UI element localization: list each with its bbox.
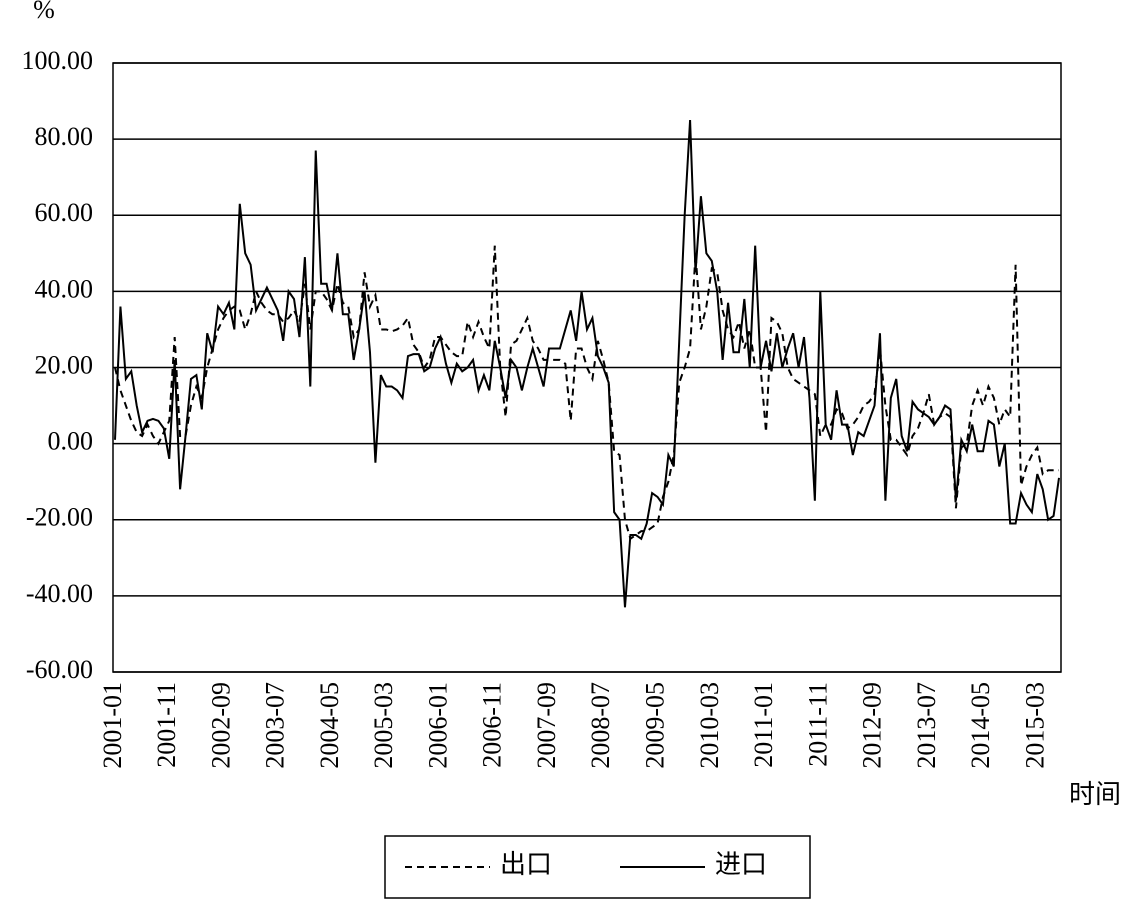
y-tick-label: 100.00	[22, 46, 94, 75]
y-tick-label: -20.00	[26, 503, 93, 532]
x-tick-label: 2013-07	[912, 682, 941, 769]
series-line	[114, 245, 1059, 541]
x-tick-label: 2015-03	[1020, 682, 1049, 769]
x-tick-label: 2007-09	[532, 682, 561, 769]
plot-frame	[112, 62, 1062, 673]
x-tick-label: 2010-03	[695, 682, 724, 769]
x-tick-label: 2006-01	[423, 682, 452, 769]
x-tick-label: 2002-09	[206, 682, 235, 769]
y-axis-label: %	[33, 0, 55, 24]
x-tick-label: 2011-11	[803, 682, 832, 767]
series-line	[114, 120, 1060, 608]
x-tick-label: 2001-01	[98, 682, 127, 769]
x-tick-label: 2005-03	[369, 682, 398, 769]
legend-label: 出口	[500, 850, 552, 879]
y-tick-label: -40.00	[26, 579, 93, 608]
y-tick-label: 0.00	[48, 427, 94, 456]
x-tick-label: 2003-07	[261, 682, 290, 769]
x-tick-label: 2008-07	[586, 682, 615, 769]
legend-label: 进口	[715, 850, 767, 879]
legend-box	[384, 835, 811, 899]
x-tick-label: 2001-11	[152, 682, 181, 768]
x-tick-label: 2009-05	[640, 682, 669, 769]
x-tick-label: 2014-05	[966, 682, 995, 769]
y-tick-label: 80.00	[35, 122, 94, 151]
x-axis-label: 时间	[1069, 780, 1121, 809]
y-tick-label: 20.00	[35, 350, 94, 379]
x-tick-label: 2012-09	[858, 682, 887, 769]
y-tick-label: -60.00	[26, 655, 93, 684]
x-tick-label: 2011-01	[749, 682, 778, 768]
x-tick-label: 2006-11	[478, 682, 507, 768]
x-tick-label: 2004-05	[315, 682, 344, 769]
y-tick-label: 60.00	[35, 198, 94, 227]
y-tick-label: 40.00	[35, 274, 94, 303]
